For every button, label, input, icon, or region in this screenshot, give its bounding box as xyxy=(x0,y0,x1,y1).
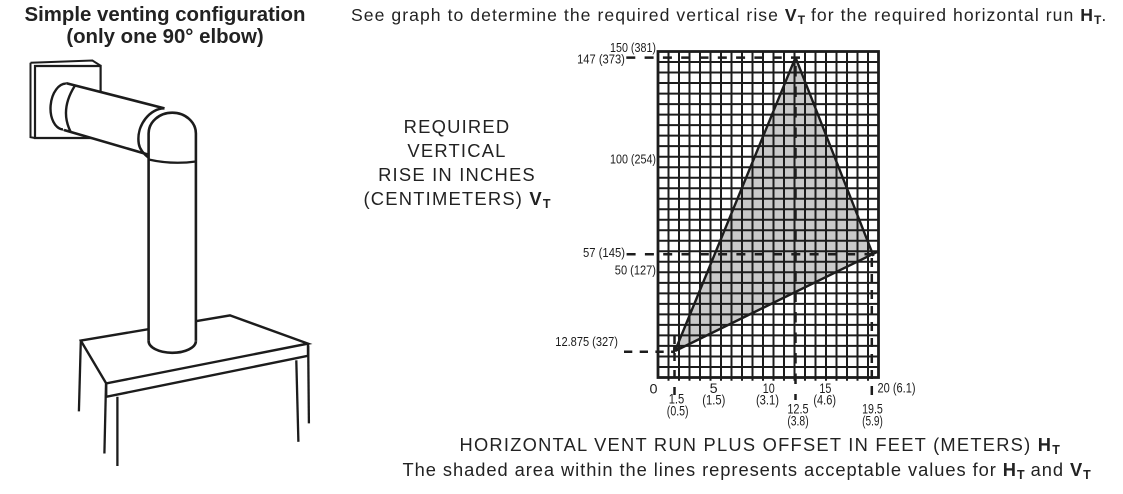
svg-text:50 (127): 50 (127) xyxy=(615,263,656,278)
svg-text:100 (254): 100 (254) xyxy=(610,151,656,166)
svg-text:12.875 (327): 12.875 (327) xyxy=(555,334,618,349)
svg-text:(5.9): (5.9) xyxy=(862,412,883,428)
svg-text:19.5: 19.5 xyxy=(862,401,883,417)
svg-text:1.5: 1.5 xyxy=(669,390,685,406)
svg-text:12.5: 12.5 xyxy=(787,401,808,417)
svg-text:0: 0 xyxy=(650,380,658,396)
svg-text:10: 10 xyxy=(763,380,775,396)
svg-text:20 (6.1): 20 (6.1) xyxy=(878,380,916,396)
svg-text:(4.6): (4.6) xyxy=(813,392,836,408)
svg-text:(3.8): (3.8) xyxy=(787,412,808,428)
svg-text:15: 15 xyxy=(819,380,831,396)
svg-text:150 (381): 150 (381) xyxy=(610,40,656,55)
svg-text:5: 5 xyxy=(710,380,718,396)
svg-text:57 (145): 57 (145) xyxy=(583,245,625,260)
svg-text:(1.5): (1.5) xyxy=(702,392,725,408)
svg-text:(3.1): (3.1) xyxy=(756,392,779,408)
svg-text:147 (373): 147 (373) xyxy=(577,51,625,66)
svg-text:(0.5): (0.5) xyxy=(667,402,689,418)
